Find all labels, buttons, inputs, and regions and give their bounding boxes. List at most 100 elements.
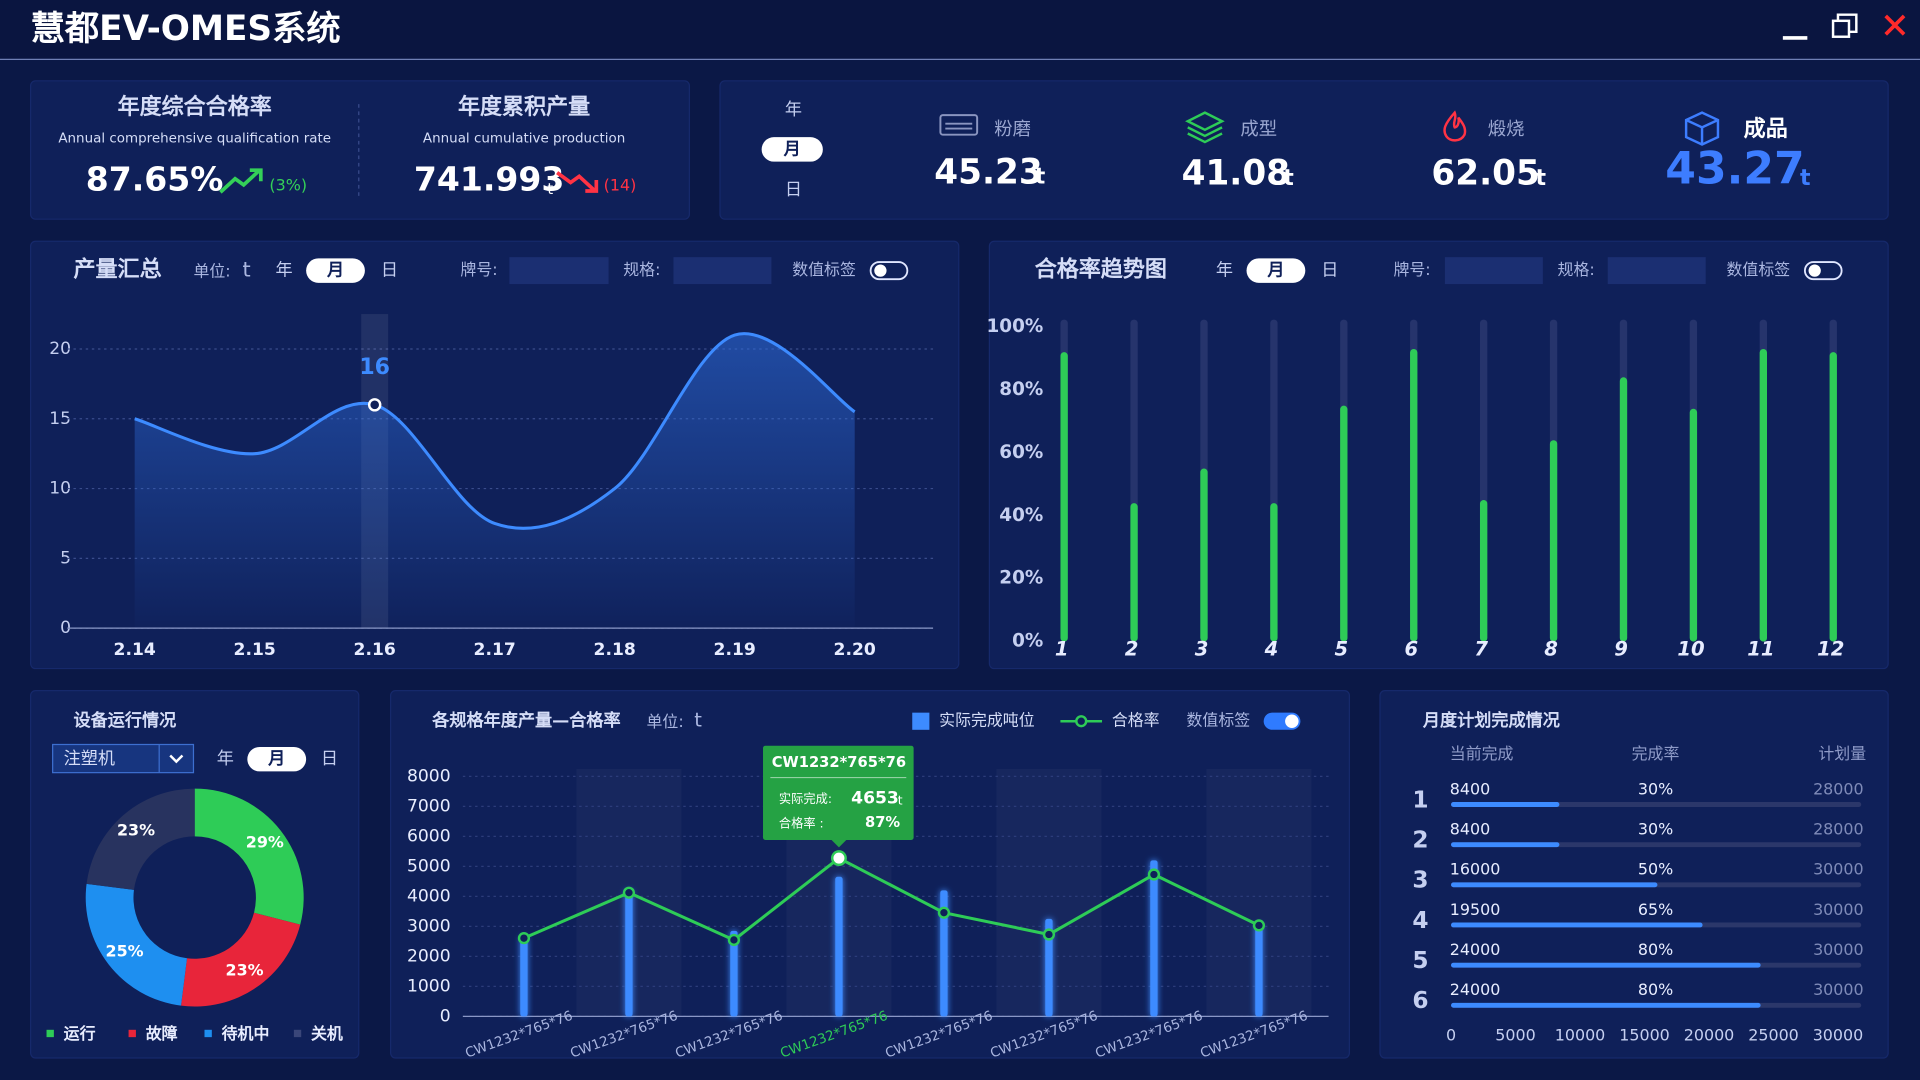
value-label-toggle[interactable] (1803, 261, 1843, 281)
legend-swatch (46, 1029, 54, 1038)
trend-up-icon (219, 168, 261, 194)
highlight-label: 16 (359, 355, 390, 380)
tooltip-label: 实际完成: (779, 791, 832, 806)
toggle-label: 数值标签 (1727, 260, 1791, 279)
x-tick-label: 20000 (1684, 1025, 1735, 1044)
brand-input[interactable] (1444, 257, 1543, 285)
period-option[interactable]: 月 (267, 749, 285, 769)
rate: 50% (1638, 860, 1673, 879)
x-tick-label: 9 (1614, 638, 1628, 661)
column-header: 计划量 (1818, 744, 1866, 763)
rank: 6 (1412, 987, 1428, 1014)
legend-swatch (128, 1029, 136, 1038)
period-pill[interactable] (247, 746, 307, 772)
legend-label: 故障 (146, 1024, 178, 1043)
period-pill[interactable] (1246, 258, 1306, 283)
line-point (1252, 919, 1266, 932)
panel-title: 月度计划完成情况 (1422, 710, 1560, 731)
current-value: 24000 (1450, 980, 1501, 999)
rate: 65% (1638, 900, 1673, 919)
rank: 5 (1412, 947, 1428, 974)
x-tick-label: 1 (1055, 638, 1069, 661)
current-value: 24000 (1450, 940, 1501, 959)
close-button[interactable] (1884, 14, 1906, 36)
period-option[interactable]: 月 (326, 261, 344, 281)
period-pill[interactable] (761, 137, 823, 162)
y-tick-label: 5 (60, 548, 71, 568)
kpi-title: 年度累积产量 (458, 94, 590, 120)
legend-label: 合格率 (1112, 711, 1160, 730)
line-point (1042, 928, 1056, 941)
period-option[interactable]: 日 (1321, 261, 1338, 281)
restore-button[interactable] (1831, 13, 1858, 38)
stage-value: 62.05 (1431, 154, 1539, 194)
rank: 3 (1412, 867, 1428, 894)
stage-label: 成品 (1744, 117, 1788, 142)
bar (1451, 1002, 1761, 1008)
tooltip-title: CW1232*765*76 (772, 754, 906, 771)
filter-label: 规格: (1558, 260, 1595, 279)
tooltip (763, 745, 914, 840)
legend-swatch (204, 1029, 212, 1038)
bar (730, 930, 738, 1017)
rate-panel (988, 240, 1889, 670)
x-tick-label: 7 (1474, 638, 1488, 661)
bar (1549, 440, 1558, 642)
y-tick-label: 1000 (407, 976, 451, 996)
stage-label: 粉磨 (994, 119, 1031, 140)
tooltip-unit: t (898, 793, 903, 807)
period-pill[interactable] (306, 258, 365, 283)
panel-title: 合格率趋势图 (1035, 257, 1167, 283)
segment-label: 29% (246, 833, 284, 852)
bar (1150, 860, 1158, 1017)
y-tick-label: 0% (1012, 631, 1043, 652)
period-option[interactable]: 日 (321, 749, 338, 769)
kpi-change: (14) (604, 176, 637, 195)
period-option[interactable]: 日 (785, 180, 802, 200)
kpi-title: 年度综合合格率 (118, 94, 272, 120)
x-tick-label: 0 (1446, 1025, 1456, 1044)
rate: 30% (1638, 779, 1673, 798)
panel-title: 产量汇总 (73, 257, 161, 283)
plan-value: 28000 (1813, 779, 1864, 798)
stage-unit: t (1035, 165, 1046, 190)
period-option[interactable]: 月 (783, 139, 801, 159)
y-tick-label: 15 (49, 409, 71, 429)
y-tick-label: 8000 (407, 766, 451, 786)
bar (1200, 468, 1208, 642)
period-option[interactable]: 年 (217, 749, 234, 769)
value-label-toggle[interactable] (869, 261, 909, 281)
period-option[interactable]: 年 (276, 261, 293, 281)
legend-label: 运行 (64, 1024, 96, 1043)
trend-down-icon (585, 180, 599, 193)
stage-label: 煅烧 (1488, 119, 1525, 140)
period-option[interactable]: 月 (1266, 261, 1284, 281)
line-point (830, 850, 847, 867)
value-label-toggle[interactable] (1263, 712, 1301, 730)
equipment-dropdown[interactable] (52, 743, 195, 774)
period-option[interactable]: 日 (381, 261, 398, 281)
brand-input[interactable] (509, 257, 609, 285)
column-header: 完成率 (1632, 744, 1680, 763)
donut-segment (181, 912, 301, 1007)
kpi-subtitle: Annual comprehensive qualification rate (58, 131, 331, 146)
column-header: 当前完成 (1450, 744, 1514, 763)
filter-label: 规格: (623, 260, 660, 279)
layers-icon (1185, 111, 1225, 144)
y-tick-label: 20 (49, 339, 71, 359)
x-tick-label: 2.15 (234, 640, 276, 660)
trend-up-icon (249, 168, 263, 182)
trend-down-icon (556, 171, 597, 193)
plan-value: 28000 (1813, 819, 1864, 838)
x-tick-label: 2.18 (594, 640, 636, 660)
period-option[interactable]: 年 (1216, 261, 1233, 281)
rank: 1 (1412, 786, 1428, 813)
spec-input[interactable] (1607, 257, 1706, 285)
spec-input[interactable] (673, 257, 772, 285)
kpi-subtitle: Annual cumulative production (423, 131, 625, 146)
bar (1619, 377, 1628, 642)
period-option[interactable]: 年 (785, 100, 802, 120)
current-value: 8400 (1450, 819, 1490, 838)
bar (1689, 408, 1698, 642)
toggle-label: 数值标签 (792, 260, 856, 279)
